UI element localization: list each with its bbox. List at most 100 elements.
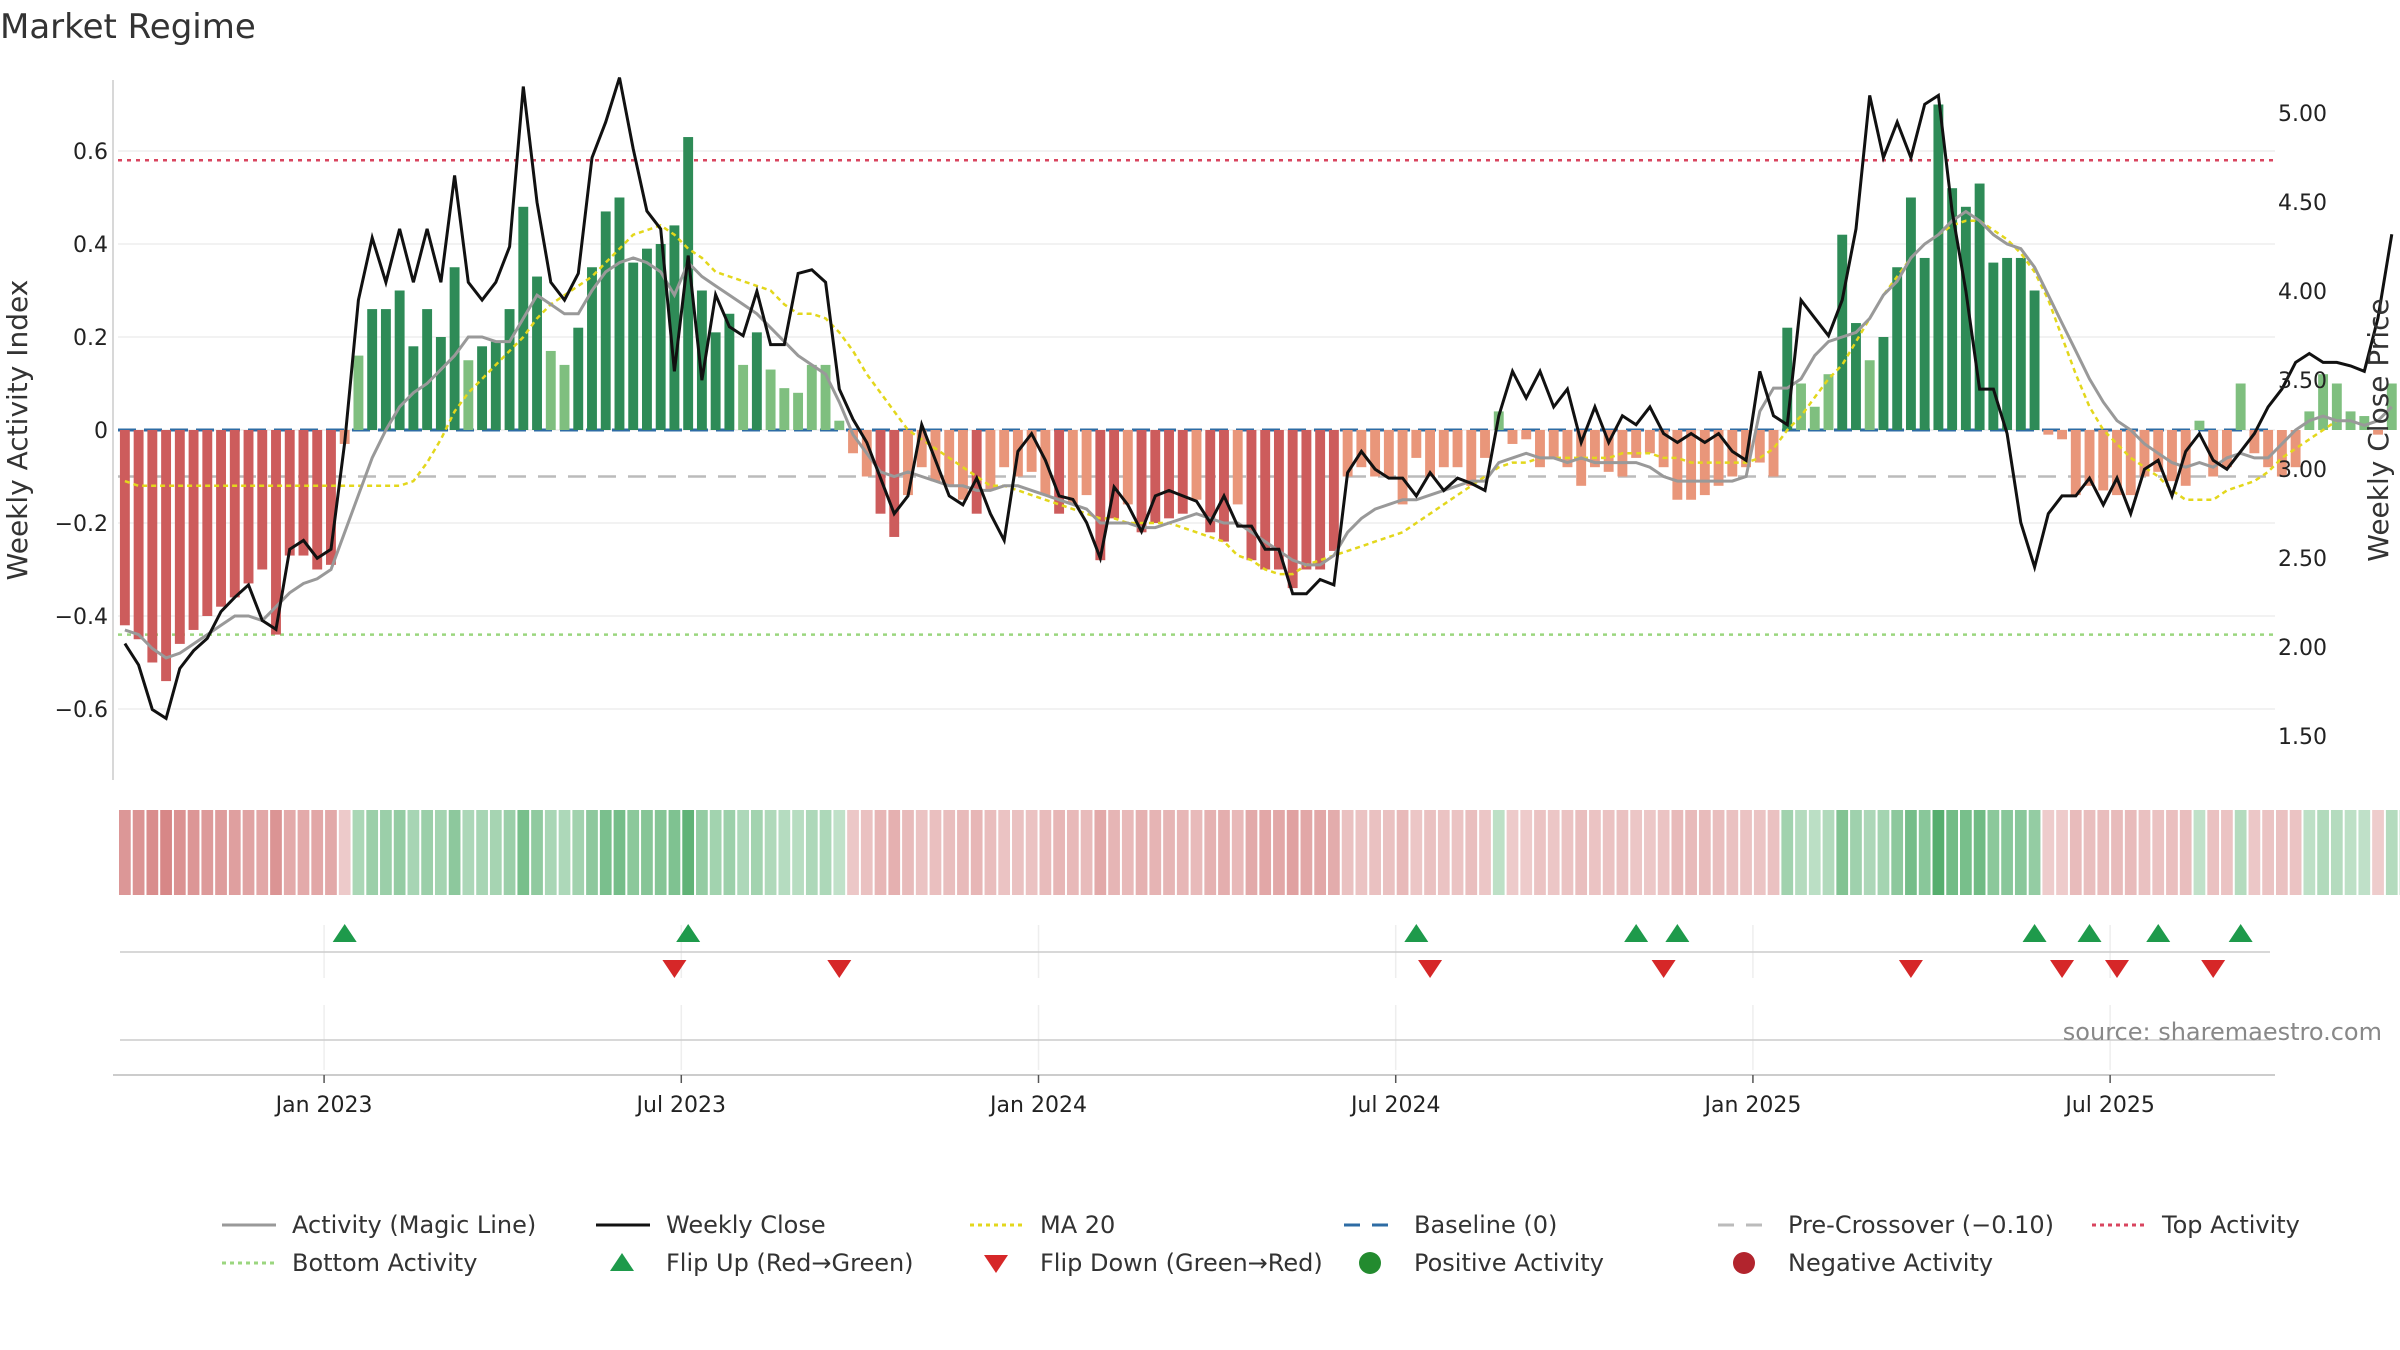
regime-strip-cell [407, 810, 420, 895]
regime-strip-cell [297, 810, 310, 895]
y-axis-right-label: Weekly Close Price [2362, 298, 2395, 561]
activity-bar [2373, 430, 2383, 435]
regime-strip-cell [1836, 810, 1849, 895]
regime-strip-cell [2111, 810, 2123, 895]
regime-strip-cell [1671, 810, 1684, 895]
regime-strip-cell [242, 810, 255, 895]
regime-strip-cell [599, 810, 612, 895]
activity-bar [1933, 104, 1944, 430]
activity-bar [1109, 430, 1120, 519]
activity-bar [1397, 430, 1408, 505]
regime-strip-cell [1781, 810, 1794, 895]
legend-label: Top Activity [2161, 1211, 2300, 1239]
y-tick-right-label: 5.00 [2278, 102, 2327, 127]
regime-strip-cell [1520, 810, 1533, 895]
regime-strip-cell [1589, 810, 1601, 895]
regime-strip-cell [1905, 810, 1917, 895]
activity-bar [1521, 430, 1532, 440]
regime-strip-cell [1369, 810, 1381, 895]
activity-bar [545, 350, 556, 430]
regime-strip-cell [915, 810, 928, 895]
regime-strip-cell [1685, 810, 1697, 895]
regime-strip-cell [929, 810, 942, 895]
activity-bar [1273, 430, 1284, 570]
regime-strip-cell [1753, 810, 1766, 895]
activity-bar [2167, 430, 2177, 482]
activity-bar [820, 364, 831, 430]
activity-bar [532, 276, 542, 430]
regime-strip-cell [957, 810, 969, 895]
regime-strip-cell [1190, 810, 1203, 895]
activity-bar [1727, 430, 1738, 477]
activity-bar [1699, 430, 1710, 496]
regime-strip-cell [1300, 810, 1313, 895]
regime-strip-cell [2014, 810, 2027, 895]
activity-bar [1974, 183, 1985, 430]
regime-strip-cell [709, 810, 722, 895]
activity-bar [2208, 430, 2219, 477]
regime-strip-cell [1149, 810, 1162, 895]
activity-bar [2153, 430, 2164, 472]
regime-strip-cell [1396, 810, 1409, 895]
activity-bar [1411, 430, 1422, 458]
x-axis: Jan 2023 Jul 2023 Jan 2024 Jul 2024 Jan 2025… [113, 1039, 2275, 1118]
regime-strip-cell [1163, 810, 1175, 895]
activity-bar [490, 341, 501, 430]
activity-bar [1246, 430, 1257, 561]
regime-strip-cell [833, 810, 846, 895]
legend-swatch [1359, 1252, 1381, 1274]
regime-strip-cell [1822, 810, 1835, 895]
regime-strip-cell [2303, 810, 2316, 895]
regime-strip-cell [2152, 810, 2165, 895]
regime-strip [119, 810, 2400, 895]
regime-strip-cell [2317, 810, 2329, 895]
legend-swatch [1733, 1252, 1755, 1274]
regime-strip-cell [366, 810, 379, 895]
regime-strip-cell [1932, 810, 1945, 895]
regime-strip-cell [173, 810, 186, 895]
regime-strip-cell [2083, 810, 2096, 895]
activity-bar [2331, 383, 2342, 430]
y-tick-left-label: 0.2 [73, 326, 108, 351]
activity-bar [1054, 430, 1065, 514]
activity-bar [2249, 430, 2260, 454]
series-lines [123, 77, 2394, 721]
activity-bar [1589, 430, 1600, 468]
activity-bar [1328, 430, 1339, 551]
regime-strip-cell [2042, 810, 2055, 895]
flip-down-marker [1651, 960, 1676, 978]
activity-bar [793, 392, 804, 430]
y-tick-left-label: 0 [94, 419, 108, 444]
regime-strip-cell [1080, 810, 1093, 895]
activity-bar [2029, 290, 2040, 430]
regime-strip-cell [750, 810, 763, 895]
activity-bar [174, 430, 185, 644]
regime-strip-cell [1451, 810, 1464, 895]
activity-bar [202, 430, 213, 616]
x-tick-label: Jul 2023 [635, 1093, 727, 1118]
regime-strip-cell [1108, 810, 1120, 895]
y-tick-right-label: 4.00 [2278, 280, 2327, 305]
activity-bar [655, 244, 666, 430]
activity-bar [1878, 337, 1889, 430]
activity-bar [1782, 327, 1793, 430]
x-tick-label: Jul 2024 [1349, 1093, 1441, 1118]
regime-strip-cell [1094, 810, 1107, 895]
regime-strip-cell [1850, 810, 1862, 895]
regime-strip-cell [2138, 810, 2151, 895]
regime-strip-cell [1973, 810, 1986, 895]
regime-strip-cell [531, 810, 543, 895]
activity-bar [2070, 430, 2081, 496]
regime-strip-cell [2248, 810, 2261, 895]
activity-bar [1164, 430, 1174, 519]
regime-strip-cell [311, 810, 324, 895]
activity-bar [243, 430, 254, 584]
regime-strip-cell [970, 810, 983, 895]
activity-bar [1081, 430, 1092, 496]
activity-bar [1301, 430, 1312, 570]
activity-bar [504, 309, 515, 430]
activity-bar [614, 197, 625, 430]
activity-bar [1603, 430, 1614, 472]
legend-label: Baseline (0) [1414, 1211, 1557, 1239]
regime-strip-cell [2207, 810, 2220, 895]
